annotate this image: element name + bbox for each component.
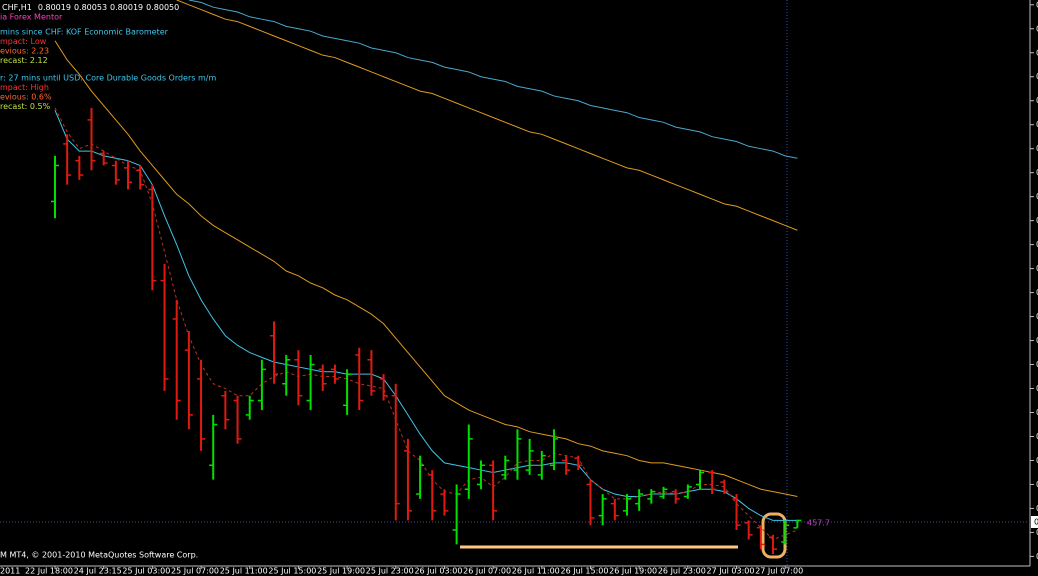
y-tick-label: 0.80300: [1036, 456, 1038, 465]
y-tick-label: 0.80600: [1036, 384, 1038, 393]
x-tick-label: 27 Jul 07:00: [755, 567, 803, 576]
current-price-label: 0.80050: [1034, 518, 1038, 527]
y-tick-label: 0.80200: [1036, 480, 1038, 489]
x-tick-label: 24 Jul 23:15: [74, 567, 122, 576]
x-tick-label: 26 Jul 19:00: [609, 567, 657, 576]
x-tick-label: 25 Jul 15:00: [268, 567, 316, 576]
moving-average: [176, 0, 798, 231]
x-axis-year: 2011: [0, 567, 20, 576]
x-tick-label: 25 Jul 11:00: [220, 567, 268, 576]
y-tick-label: 0.81000: [1036, 288, 1038, 297]
y-tick-label: 0.81300: [1036, 216, 1038, 225]
y-tick-label: 0.81400: [1036, 192, 1038, 201]
x-tick-label: 22 Jul 18:00: [25, 567, 73, 576]
news-line: r: 27 mins until USD: Core Durable Goods…: [0, 74, 216, 83]
y-tick-label: 0.81700: [1036, 120, 1038, 129]
news-line: mpact: Low: [0, 37, 47, 46]
x-tick-label: 26 Jul 03:00: [414, 567, 462, 576]
y-tick-label: 0.82000: [1036, 48, 1038, 57]
y-tick-label: 0.80900: [1036, 312, 1038, 321]
news-line: mins since CHF: KOF Economic Barometer: [0, 28, 169, 37]
y-tick-label: 0.80100: [1036, 504, 1038, 513]
news-line: mpact: High: [0, 83, 49, 92]
y-tick-label: 0.81600: [1036, 144, 1038, 153]
symbol-text: CHF,H1: [2, 3, 32, 12]
x-tick-label: 26 Jul 11:00: [512, 567, 560, 576]
y-tick-label: 0.81900: [1036, 72, 1038, 81]
y-tick-label: 0.82100: [1036, 24, 1038, 33]
current-price-box: [1031, 516, 1038, 528]
y-tick-label: 0.81800: [1036, 96, 1038, 105]
y-tick-label: 0.81100: [1036, 264, 1038, 273]
news-line: recast: 0.5%: [0, 102, 51, 111]
header-close: 0.80050: [146, 3, 179, 12]
header-open: 0.80019: [38, 3, 71, 12]
news-line: recast: 2.12: [0, 56, 48, 65]
x-tick-label: 25 Jul 03:00: [122, 567, 170, 576]
x-tick-label: 26 Jul 23:00: [658, 567, 706, 576]
y-tick-label: 0.79900: [1036, 552, 1038, 561]
y-tick-label: 0.81200: [1036, 240, 1038, 249]
copyright: M MT4, © 2001-2010 MetaQuotes Software C…: [0, 551, 198, 560]
news-line: evious: 0.6%: [0, 93, 52, 102]
x-tick-label: 27 Jul 03:00: [707, 567, 755, 576]
y-tick-label: 0.80800: [1036, 336, 1038, 345]
price-marker: 457.7: [807, 519, 830, 528]
news-panel: mins since CHF: KOF Economic Barometermp…: [0, 28, 216, 112]
x-tick-label: 26 Jul 15:00: [560, 567, 608, 576]
moving-average: [54, 107, 798, 541]
x-tick-label: 25 Jul 07:00: [171, 567, 219, 576]
y-tick-label: 0.80500: [1036, 408, 1038, 417]
plot: [51, 0, 802, 555]
symbol: CHF,H1 0.80019 0.80053 0.80019 0.80050: [2, 3, 179, 12]
news-line: evious: 2.23: [0, 47, 49, 56]
y-tick-label: 0.80000: [1036, 528, 1038, 537]
indicator-name: ia Forex Mentor: [0, 13, 63, 22]
header-low: 0.80019: [110, 3, 143, 12]
x-tick-label: 25 Jul 19:00: [317, 567, 365, 576]
moving-average: [188, 0, 798, 159]
y-tick-label: 0.81500: [1036, 168, 1038, 177]
y-tick-label: 0.80400: [1036, 432, 1038, 441]
header-high: 0.80053: [74, 3, 107, 12]
y-tick-label: 0.82200: [1036, 0, 1038, 9]
y-tick-label: 0.80700: [1036, 360, 1038, 369]
moving-average: [54, 40, 798, 497]
moving-average: [54, 110, 798, 521]
x-tick-label: 25 Jul 23:00: [366, 567, 414, 576]
x-tick-label: 26 Jul 07:00: [463, 567, 511, 576]
